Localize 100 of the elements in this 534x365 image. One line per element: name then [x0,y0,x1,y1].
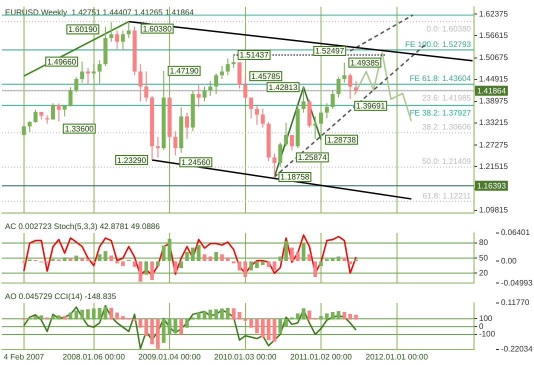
bar [132,261,136,267]
y-tick-label: 1.56615 [479,30,508,40]
annotation: 1.49385 [350,58,380,68]
annotation: 1.33600 [64,124,94,134]
bar [284,318,288,326]
bar [121,261,125,266]
annotation: 1.60380 [142,24,172,34]
bar [138,261,142,282]
bar [185,252,189,262]
bar [249,318,253,328]
bar [40,315,44,320]
bar [336,311,340,320]
bar [260,318,265,338]
candlestick [232,54,236,68]
y-tick-label: -0.04993 [501,278,534,288]
bar [98,254,102,262]
bar [308,254,312,262]
bar [238,261,242,270]
bar [296,252,300,262]
y-tick-label: 0.00 [501,256,518,266]
bar [168,318,172,335]
y2-tick-label: 20 [479,268,488,278]
bar [156,261,160,266]
bar [179,261,184,268]
bar [121,316,125,320]
bar [330,258,335,262]
y-tick-label: 1.33215 [479,118,508,128]
bar [68,258,72,262]
annotation: 1.41864 [477,86,506,96]
bar [202,311,206,320]
bar [109,256,114,262]
bar [290,248,294,262]
bar [92,308,96,320]
bar [342,312,346,320]
bar [51,316,55,320]
bar [104,306,108,320]
annotation: 1.25874 [298,153,328,162]
y-tick-label: 0.06401 [501,228,530,238]
bar [208,310,212,320]
bar [56,315,61,320]
bar [249,261,253,270]
bar [266,261,270,267]
annotation: 1.52497 [315,46,345,56]
y-tick-label: -0.22034 [501,344,534,354]
bar [302,243,306,262]
bar [144,261,148,275]
bar [162,318,166,343]
bar [68,312,72,320]
bar [174,261,178,273]
candlestick [92,64,96,80]
bar [319,261,323,266]
chart-title: AO 0.045729 CCI(14) -148.835 [5,292,117,302]
bar [232,308,236,320]
y-tick-label: 1.27275 [479,140,508,150]
y-tick-label: 0.11770 [501,298,530,308]
annotation: 1.24560 [181,158,211,168]
bar [202,254,206,262]
bar [196,245,200,262]
annotation: 1.23290 [117,156,147,165]
x-tick-label: 2012.01.01 00:00 [366,352,428,362]
bar [214,252,218,262]
bar [191,248,195,262]
bar [272,261,276,270]
bar [109,308,114,320]
bar [260,261,265,266]
bar [138,318,142,328]
bar [185,318,189,328]
bar [86,309,90,320]
bar [243,261,248,277]
y-tick-label: 1.50675 [479,53,508,62]
y-tick-label: 1.21515 [479,162,508,171]
bar [342,257,346,262]
bar [226,308,230,320]
y2-tick-label: 100 [479,314,493,323]
bar [80,310,84,320]
bar [62,257,66,262]
candlestick [109,22,114,42]
annotation: 1.39691 [356,102,386,111]
bar [255,318,259,334]
ref-line-label: FE 61.8: 1.43604 [410,74,472,84]
bar [150,318,154,344]
bar [255,261,259,268]
bar [354,314,358,320]
bar [220,308,224,320]
ref-line-label: FE 100.0: 1.52793 [405,40,472,49]
x-tick-label: 2011.01.02 00:00 [290,352,352,362]
bar [220,254,224,262]
bar [162,245,166,262]
y2-tick-label: 80 [479,238,488,248]
ref-line-label: 23.6: 1.41985 [422,93,472,102]
bar [214,309,218,320]
bar [179,318,184,335]
annotation: 1.45785 [251,72,281,81]
annotation: 1.49660 [47,57,77,66]
bar [80,258,84,262]
bar [272,318,276,342]
bar [313,261,318,277]
annotation: 1.47190 [170,66,200,76]
x-tick-label: 2010.01.03 00:00 [214,352,277,362]
y2-tick-label: 0 [479,322,484,331]
